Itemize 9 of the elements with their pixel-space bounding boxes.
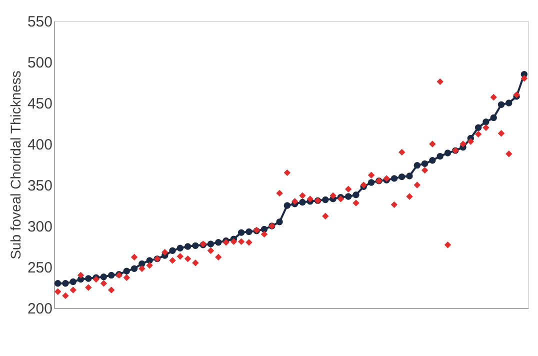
y-tick-label: 550 [27,14,52,30]
y-tick-label: 500 [27,54,52,72]
y-tick-label: 450 [27,96,52,112]
y-tick-label: 250 [27,260,52,276]
y-axis-title: Sub foveal Choridal Thickness [7,70,24,260]
y-tick-label: 400 [27,136,52,154]
y-tick-label: 200 [27,300,52,318]
y-tick-label: 350 [27,178,52,194]
y-tick-label: 300 [27,218,52,236]
